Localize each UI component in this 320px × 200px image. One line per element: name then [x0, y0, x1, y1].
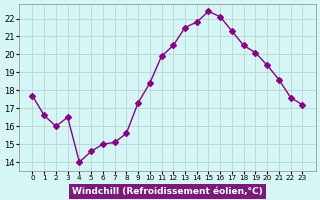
X-axis label: Windchill (Refroidissement éolien,°C): Windchill (Refroidissement éolien,°C)	[72, 187, 263, 196]
